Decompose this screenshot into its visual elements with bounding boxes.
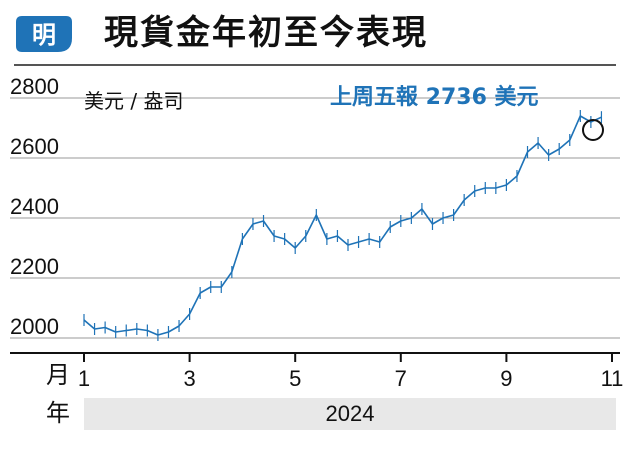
y-tick-labels: 2000 2200 2400 2600 2800 (10, 74, 59, 339)
page-title: 現貨金年初至今表現 (104, 13, 428, 53)
logo: 明 (14, 12, 74, 56)
year-row-label: 年 (46, 399, 70, 427)
x-tick-label: 9 (500, 366, 512, 391)
x-tick-label: 3 (183, 366, 195, 391)
x-tick-label: 7 (395, 366, 407, 391)
x-tick-label: 1 (78, 366, 90, 391)
price-series (83, 110, 603, 341)
x-tick-label: 11 (601, 366, 624, 391)
y-tick-label: 2400 (10, 194, 59, 219)
latest-price-circle (582, 119, 604, 141)
month-row-label: 月 (46, 361, 70, 389)
title-divider (14, 64, 616, 66)
logo-text: 明 (32, 21, 56, 49)
y-unit-label: 美元 / 盎司 (84, 89, 183, 113)
gridlines (10, 97, 620, 339)
price-annotation: 上周五報 2736 美元 (330, 84, 539, 110)
y-tick-label: 2000 (10, 314, 59, 339)
x-tick-labels: 1 3 5 7 9 11 (78, 353, 624, 391)
x-tick-label: 5 (289, 366, 301, 391)
y-tick-label: 2800 (10, 74, 59, 99)
y-tick-label: 2200 (10, 254, 59, 279)
price-line (83, 115, 602, 336)
year-band: 2024 (84, 398, 616, 430)
y-tick-label: 2600 (10, 134, 59, 159)
